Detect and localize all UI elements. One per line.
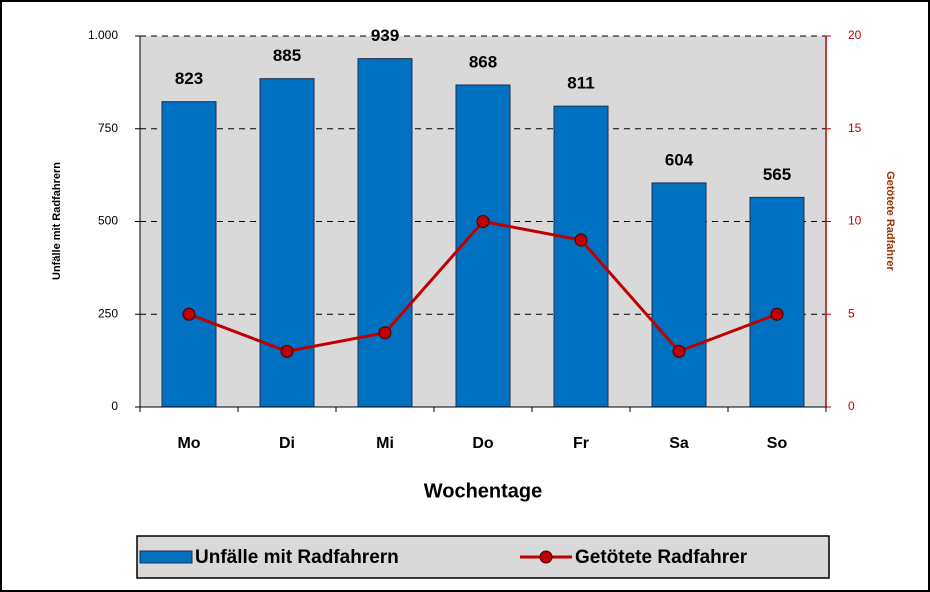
x-tick-label: Sa bbox=[669, 435, 689, 452]
line-marker bbox=[476, 215, 490, 228]
bar bbox=[161, 101, 217, 408]
x-axis-title: Wochentage bbox=[424, 480, 543, 502]
y2-tick-label: 5 bbox=[848, 306, 855, 320]
legend-marker bbox=[539, 550, 553, 564]
bar bbox=[553, 105, 609, 408]
bar bbox=[651, 182, 707, 408]
y-tick-label: 500 bbox=[98, 214, 118, 228]
y2-tick-label: 20 bbox=[848, 28, 862, 42]
data-label: 823 bbox=[175, 69, 203, 88]
line-marker bbox=[280, 344, 294, 358]
y2-axis-title: Getötete Radfahrer bbox=[884, 171, 896, 271]
data-label: 811 bbox=[567, 74, 594, 93]
y-tick-label: 1.000 bbox=[88, 28, 118, 42]
y2-tick-label: 10 bbox=[848, 214, 862, 228]
legend-label: Getötete Radfahrer bbox=[575, 547, 748, 568]
line-marker bbox=[574, 233, 588, 247]
data-label: 565 bbox=[763, 165, 791, 184]
y-tick-label: 250 bbox=[98, 306, 118, 320]
x-tick-label: So bbox=[767, 435, 788, 452]
y2-tick-label: 0 bbox=[848, 399, 855, 413]
legend-swatch bbox=[139, 550, 193, 564]
x-tick-label: Fr bbox=[573, 435, 589, 452]
x-tick-label: Di bbox=[279, 435, 295, 452]
y-tick-label: 750 bbox=[98, 121, 118, 135]
x-tick-label: Mi bbox=[376, 435, 394, 452]
x-tick-label: Mo bbox=[177, 435, 200, 452]
legend-label: Unfälle mit Radfahrern bbox=[195, 547, 399, 568]
data-label: 939 bbox=[371, 26, 399, 45]
legend bbox=[136, 535, 830, 579]
bar bbox=[455, 84, 511, 408]
y-tick-label: 0 bbox=[111, 399, 118, 413]
x-tick-label: Do bbox=[472, 435, 494, 452]
line-marker bbox=[770, 307, 784, 321]
data-label: 604 bbox=[665, 150, 694, 169]
line-marker bbox=[378, 326, 392, 340]
y2-tick-label: 15 bbox=[848, 121, 862, 135]
data-label: 868 bbox=[469, 52, 497, 71]
line-marker bbox=[672, 344, 686, 358]
bar bbox=[357, 58, 413, 408]
data-label: 885 bbox=[273, 46, 301, 65]
line-marker bbox=[182, 307, 196, 321]
y-axis-title: Unfälle mit Radfahrern bbox=[51, 162, 63, 280]
bar bbox=[749, 196, 805, 408]
